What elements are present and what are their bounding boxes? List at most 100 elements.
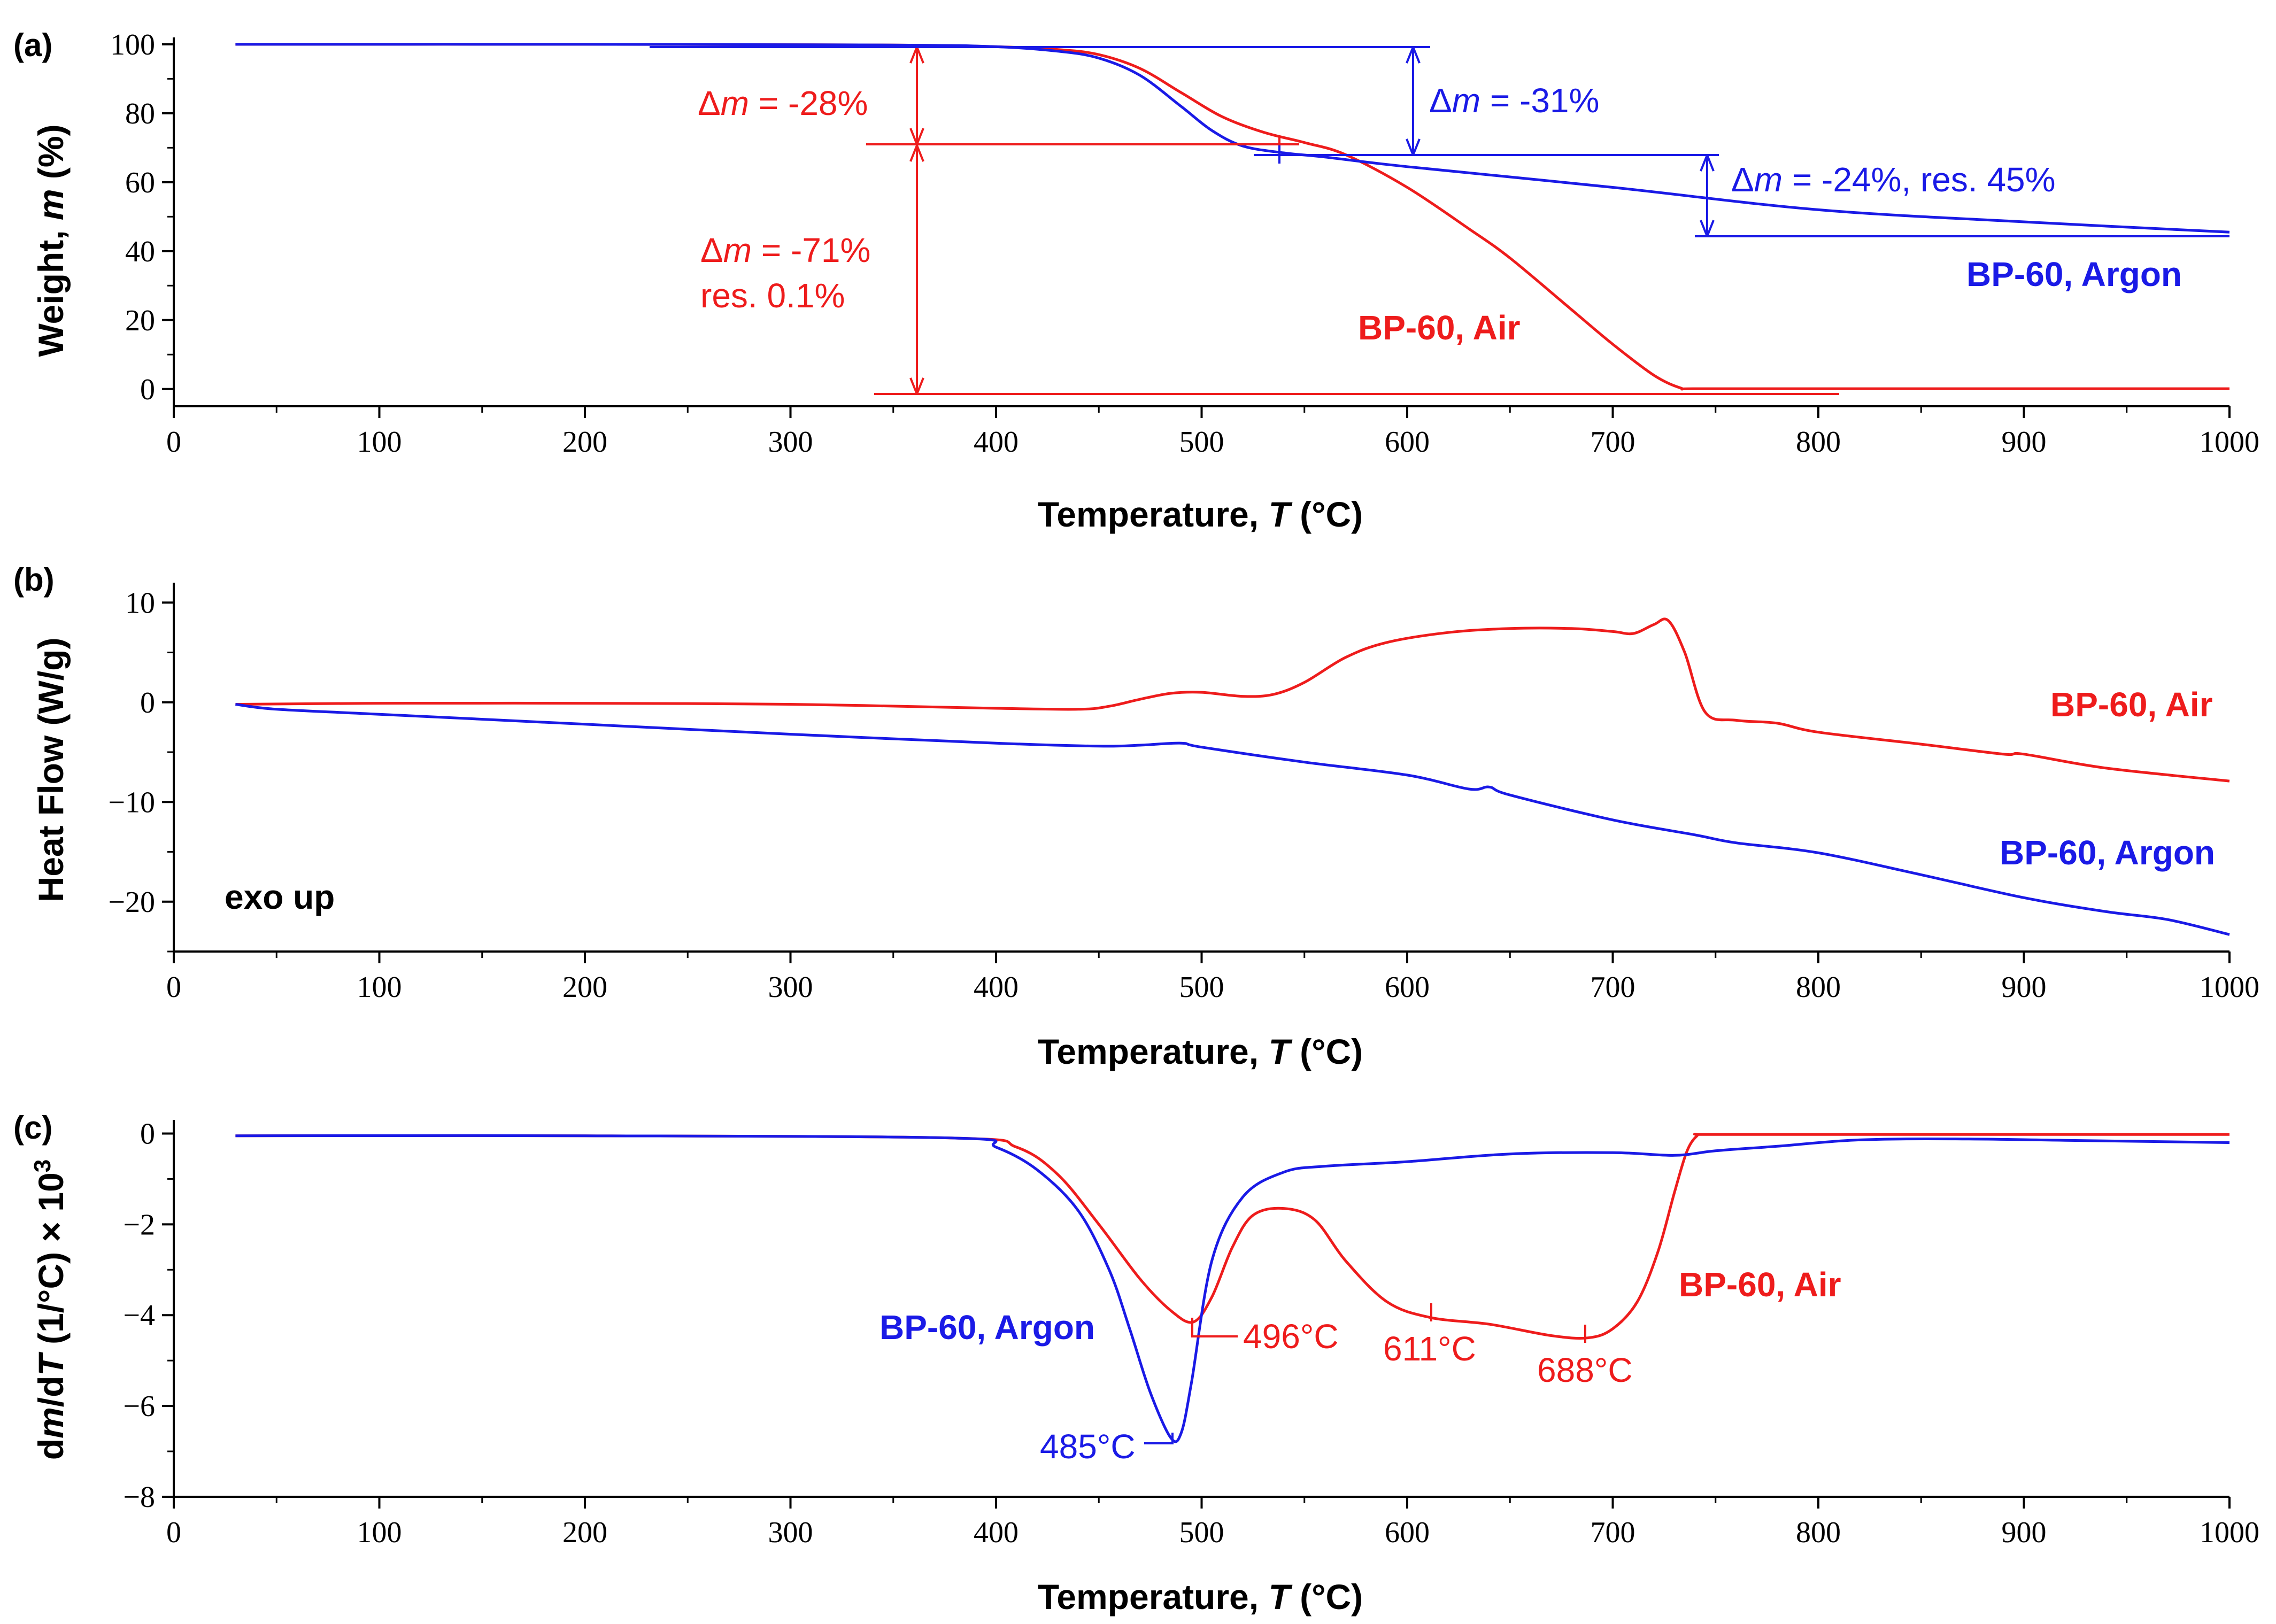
panel-c: (c) 0 100 200 300 400 500 600 700 800 900 1000 −8 −6… bbox=[13, 1110, 2259, 1617]
x-tick-label: 800 bbox=[1796, 971, 1841, 1004]
panel-b-ylabel: Heat Flow (W/g) bbox=[31, 638, 71, 902]
air-arrow-2-head-top bbox=[909, 145, 924, 162]
panel-b-letter: (b) bbox=[13, 562, 55, 598]
y-tick-label: 100 bbox=[110, 28, 155, 61]
argon-curve-label: BP-60, Argon bbox=[879, 1308, 1095, 1347]
x-tick-label: 200 bbox=[562, 1516, 607, 1549]
x-tick-label: 700 bbox=[1591, 1516, 1635, 1549]
panel-c-xlabel: Temperature, T (°C) bbox=[1038, 1577, 1363, 1617]
panel-b-axes bbox=[173, 583, 2229, 953]
air-arrow-1-head-bottom bbox=[909, 128, 924, 145]
x-tick-label: 300 bbox=[768, 1516, 813, 1549]
panel-a-letter: (a) bbox=[13, 27, 52, 63]
x-tick-label: 800 bbox=[1796, 426, 1841, 459]
panel-b-xlabel: Temperature, T (°C) bbox=[1038, 1032, 1363, 1071]
air-curve-label: BP-60, Air bbox=[1679, 1265, 1841, 1304]
y-tick-label: −6 bbox=[123, 1390, 155, 1423]
y-tick-label: −2 bbox=[123, 1208, 155, 1241]
air-peak2-label: 611°C bbox=[1383, 1329, 1476, 1368]
x-tick-label: 300 bbox=[768, 426, 813, 459]
x-tick-label: 500 bbox=[1179, 426, 1224, 459]
argon-curve-label: BP-60, Argon bbox=[2000, 833, 2215, 872]
y-tick-label: 0 bbox=[140, 373, 155, 406]
air-step1-label: Δm = -28% bbox=[698, 84, 868, 122]
x-tick-label: 700 bbox=[1591, 426, 1635, 459]
panel-c-series bbox=[235, 1133, 2230, 1443]
air-peak3-label: 688°C bbox=[1537, 1351, 1633, 1389]
x-tick-label: 500 bbox=[1179, 971, 1224, 1004]
panel-a-xlabel: Temperature, T (°C) bbox=[1038, 494, 1363, 534]
argon-arrow-1-head-top bbox=[1406, 47, 1421, 64]
argon-arrow-1-head-bottom bbox=[1406, 138, 1421, 156]
x-tick-label: 100 bbox=[357, 971, 402, 1004]
panel-b: (b) 0 100 200 300 400 500 600 700 800 900 1000−20−… bbox=[13, 562, 2259, 1071]
x-tick-label: 1000 bbox=[2200, 426, 2259, 459]
series-line-argon bbox=[235, 703, 2230, 936]
panel-a-axes bbox=[173, 37, 2229, 407]
air-step2-label-line1: Δm = -71% bbox=[700, 231, 870, 269]
air-peak1-leader bbox=[1191, 1318, 1238, 1337]
air-curve-label: BP-60, Air bbox=[2050, 685, 2213, 724]
exo-up-note: exo up bbox=[225, 878, 335, 916]
x-tick-label: 900 bbox=[2002, 971, 2047, 1004]
x-tick-label: 600 bbox=[1385, 1516, 1430, 1549]
argon-arrow-2-head-bottom bbox=[1700, 220, 1715, 237]
x-tick-label: 0 bbox=[166, 1516, 181, 1549]
panel-b-ticks: 0 100 200 300 400 500 600 700 800 900 1000 −20 −10 0 1… bbox=[108, 586, 2259, 1004]
argon-step2-label: Δm = -24%, res. 45% bbox=[1731, 160, 2056, 199]
x-tick-label: 0 bbox=[166, 971, 181, 1004]
x-tick-label: 900 bbox=[2002, 426, 2047, 459]
x-tick-label: 700 bbox=[1591, 971, 1635, 1004]
series-line-argon bbox=[235, 1134, 2230, 1443]
x-tick-label: 600 bbox=[1385, 426, 1430, 459]
air-curve-label: BP-60, Air bbox=[1358, 308, 1521, 347]
panel-a-series bbox=[235, 43, 2230, 391]
x-tick-label: 300 bbox=[768, 971, 813, 1004]
x-tick-label: 400 bbox=[974, 971, 1019, 1004]
air-arrow-2-head-bottom bbox=[909, 377, 924, 395]
panel-c-annotations: 485°C 496°C 611°C 688°C BP-60, Air BP-60… bbox=[879, 1265, 1841, 1466]
argon-step1-label: Δm = -31% bbox=[1429, 81, 1599, 120]
x-tick-label: 200 bbox=[562, 426, 607, 459]
x-tick-label: 400 bbox=[974, 1516, 1019, 1549]
air-step2-label-line2: res. 0.1% bbox=[700, 276, 845, 315]
x-tick-label: 800 bbox=[1796, 1516, 1841, 1549]
x-tick-label: 1000 bbox=[2200, 971, 2259, 1004]
y-tick-label: 40 bbox=[125, 235, 155, 268]
panel-c-ticks: 0 100 200 300 400 500 600 700 800 900 1000 −8 −6 −4 −2… bbox=[123, 1117, 2259, 1549]
series-line-air bbox=[235, 1133, 2229, 1340]
panel-a-ylabel: Weight, m (%) bbox=[31, 124, 71, 357]
argon-arrow-2-head-top bbox=[1700, 154, 1715, 172]
x-tick-label: 200 bbox=[562, 971, 607, 1004]
y-tick-label: −8 bbox=[123, 1481, 155, 1514]
panel-a-ticks: 0 100 200 300 400 500 600 700 800 900 1000 0 20 40 60 8… bbox=[110, 28, 2259, 459]
y-tick-label: 10 bbox=[125, 586, 155, 620]
x-tick-label: 100 bbox=[357, 426, 402, 459]
y-tick-label: 0 bbox=[140, 686, 155, 720]
panel-a-annotations: Δm = -28% Δm = -71% res. 0.1% Δm = -31% … bbox=[650, 46, 2229, 395]
x-tick-label: 500 bbox=[1179, 1516, 1224, 1549]
x-tick-label: 400 bbox=[974, 426, 1019, 459]
argon-peak-leader bbox=[1144, 1433, 1174, 1444]
y-tick-label: 60 bbox=[125, 166, 155, 199]
argon-curve-label: BP-60, Argon bbox=[1966, 255, 2182, 293]
y-tick-label: 80 bbox=[125, 97, 155, 130]
panel-c-ylabel: dm/dT (1/°C) × 103 bbox=[29, 1159, 71, 1460]
panel-a: (a) 0 100 200 300 400 500 600 700 800 900 1000 0 20 4… bbox=[13, 27, 2259, 534]
air-peak1-label: 496°C bbox=[1243, 1317, 1339, 1356]
panel-b-series bbox=[235, 617, 2230, 936]
series-line-air bbox=[235, 617, 2230, 783]
panel-c-letter: (c) bbox=[13, 1110, 52, 1146]
y-tick-label: −4 bbox=[123, 1299, 155, 1332]
argon-peak-label: 485°C bbox=[1040, 1427, 1136, 1466]
x-tick-label: 600 bbox=[1385, 971, 1430, 1004]
x-tick-label: 0 bbox=[166, 426, 181, 459]
y-tick-label: 20 bbox=[125, 304, 155, 337]
air-arrow-1-head-top bbox=[909, 47, 924, 64]
x-tick-label: 100 bbox=[357, 1516, 402, 1549]
x-tick-label: 900 bbox=[2002, 1516, 2047, 1549]
y-tick-label: −10 bbox=[108, 786, 155, 819]
x-tick-label: 1000 bbox=[2200, 1516, 2259, 1549]
y-tick-label: −20 bbox=[108, 886, 155, 919]
